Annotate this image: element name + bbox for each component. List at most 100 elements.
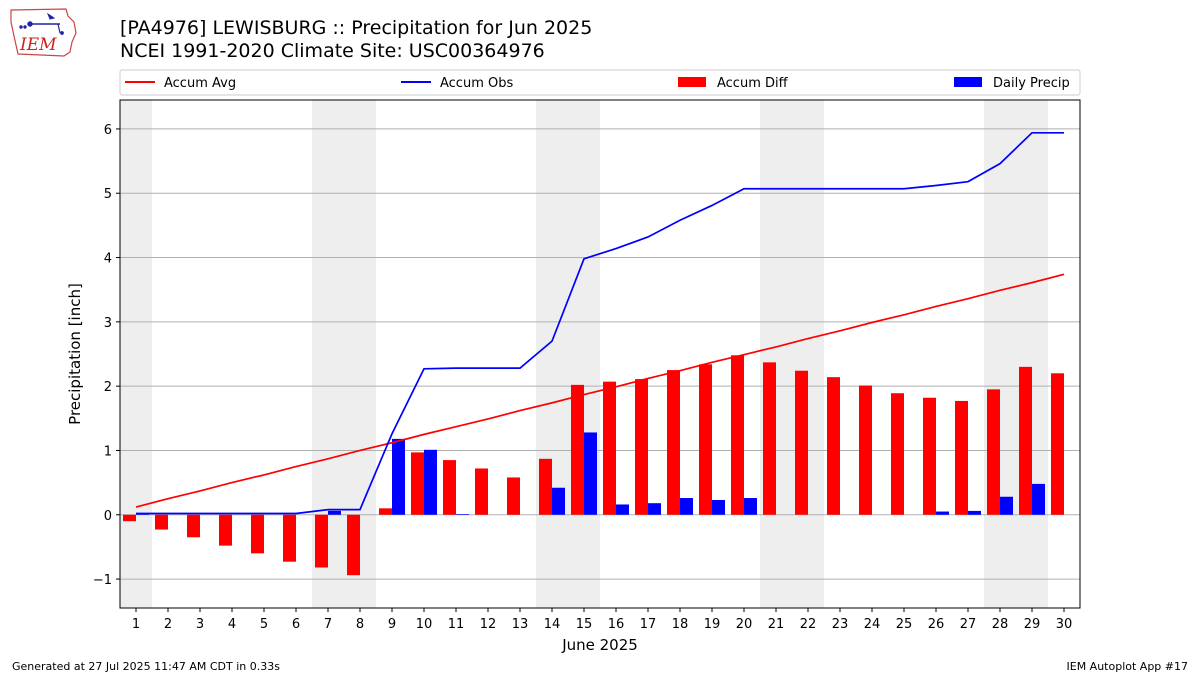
x-tick-label: 18 [672, 617, 689, 632]
daily-precip-bar-16 [616, 504, 629, 515]
x-tick-label: 15 [576, 617, 593, 632]
x-tick-label: 8 [356, 617, 364, 632]
legend-swatch-accum-diff[interactable] [678, 77, 706, 87]
accum-diff-bar-17 [635, 379, 648, 515]
daily-precip-bar-7 [328, 510, 341, 515]
daily-precip-bar-17 [648, 503, 661, 515]
accum-diff-bar-21 [763, 362, 776, 515]
y-tick-label: 4 [104, 252, 112, 267]
weekend-band-21 [760, 100, 792, 608]
accum-diff-bar-19 [699, 364, 712, 515]
accum-diff-bar-12 [475, 468, 488, 515]
daily-precip-bar-11 [456, 514, 469, 515]
y-tick-label: −1 [93, 573, 112, 588]
daily-precip-bar-9 [392, 438, 405, 515]
x-tick-label: 16 [608, 617, 625, 632]
x-tick-label: 11 [448, 617, 465, 632]
footer-generated: Generated at 27 Jul 2025 11:47 AM CDT in… [12, 660, 280, 673]
x-tick-label: 7 [324, 617, 332, 632]
y-tick-label: 2 [104, 380, 112, 395]
weekend-band-28 [984, 100, 1016, 608]
accum-diff-bar-10 [411, 452, 424, 515]
accum-diff-bar-4 [219, 514, 232, 546]
legend-label-accum-obs[interactable]: Accum Obs [440, 76, 513, 91]
weekend-band-14 [536, 100, 568, 608]
accum-diff-bar-20 [731, 355, 744, 515]
daily-precip-bar-18 [680, 498, 693, 515]
daily-precip-bar-14 [552, 487, 565, 515]
x-tick-label: 9 [388, 617, 396, 632]
x-tick-label: 30 [1056, 617, 1073, 632]
x-tick-label: 13 [512, 617, 529, 632]
daily-precip-bar-26 [936, 511, 949, 515]
accum-diff-bar-7 [315, 514, 328, 568]
legend-label-accum-avg[interactable]: Accum Avg [164, 76, 236, 91]
x-tick-label: 21 [768, 617, 785, 632]
legend-label-daily-precip[interactable]: Daily Precip [993, 76, 1070, 91]
x-tick-label: 20 [736, 617, 753, 632]
accum-diff-bar-11 [443, 460, 456, 515]
logo-text: IEM [19, 35, 57, 55]
x-tick-label: 3 [196, 617, 204, 632]
accum-diff-bar-6 [283, 514, 296, 562]
accum-diff-bar-8 [347, 514, 360, 576]
y-tick-label: 1 [104, 444, 112, 459]
lines [135, 131, 1065, 515]
x-tick-label: 28 [992, 617, 1009, 632]
x-tick-label: 1 [132, 617, 140, 632]
x-tick-label: 29 [1024, 617, 1041, 632]
x-tick-label: 10 [416, 617, 433, 632]
chart-subtitle: NCEI 1991-2020 Climate Site: USC00364976 [120, 40, 545, 62]
legend[interactable]: Accum Avg Accum Obs Accum Diff Daily Precip [119, 69, 1081, 96]
x-tick-label: 26 [928, 617, 945, 632]
footer-app: IEM Autoplot App #17 [1066, 660, 1189, 673]
x-tick-label: 5 [260, 617, 268, 632]
accum-diff-bar-15 [571, 384, 584, 515]
daily-precip-bar-10 [424, 449, 437, 515]
accum-diff-bar-30 [1051, 373, 1064, 515]
accum-diff-bar-23 [827, 377, 840, 515]
legend-swatch-daily-precip[interactable] [954, 77, 982, 87]
accum-diff-bar-16 [603, 381, 616, 515]
y-tick-label: 5 [104, 187, 112, 202]
accum-diff-bar-3 [187, 514, 200, 538]
x-tick-label: 24 [864, 617, 881, 632]
daily-precip-bar-19 [712, 499, 725, 515]
x-tick-label: 14 [544, 617, 561, 632]
daily-precip-bar-15 [584, 432, 597, 515]
accum-diff-bar-26 [923, 397, 936, 515]
plot-frame [119, 99, 1081, 609]
accum-diff-bar-9 [379, 508, 392, 515]
x-tick-label: 27 [960, 617, 977, 632]
x-tick-label: 19 [704, 617, 721, 632]
legend-label-accum-diff[interactable]: Accum Diff [717, 76, 789, 91]
y-axis-label: Precipitation [inch] [66, 283, 84, 425]
iem-logo: IEM [10, 8, 77, 57]
chart-title: [PA4976] LEWISBURG :: Precipitation for … [120, 17, 593, 39]
weekend-band-29 [1016, 100, 1048, 608]
gridlines [120, 128, 1080, 580]
daily-precip-bar-20 [744, 498, 757, 515]
accum-diff-bar-5 [251, 514, 264, 554]
y-tick-label: 0 [104, 509, 112, 524]
x-tick-label: 2 [164, 617, 172, 632]
x-tick-label: 22 [800, 617, 817, 632]
x-tick-label: 17 [640, 617, 657, 632]
weekend-band-1 [120, 100, 152, 608]
weekend-band-15 [568, 100, 600, 608]
y-tick-label: 6 [104, 123, 112, 138]
y-tick-label: 3 [104, 316, 112, 331]
x-tick-label: 25 [896, 617, 913, 632]
legend-box [119, 69, 1081, 96]
daily-precip-bar-29 [1032, 483, 1045, 515]
accum-diff-bar-13 [507, 477, 520, 515]
x-tick-label: 23 [832, 617, 849, 632]
state-outline-icon [10, 8, 77, 57]
accum-obs-line [136, 131, 1064, 515]
x-tick-label: 6 [292, 617, 300, 632]
daily-precip-bar-27 [968, 510, 981, 515]
weather-station-icon [19, 12, 64, 35]
bars [123, 355, 1064, 576]
